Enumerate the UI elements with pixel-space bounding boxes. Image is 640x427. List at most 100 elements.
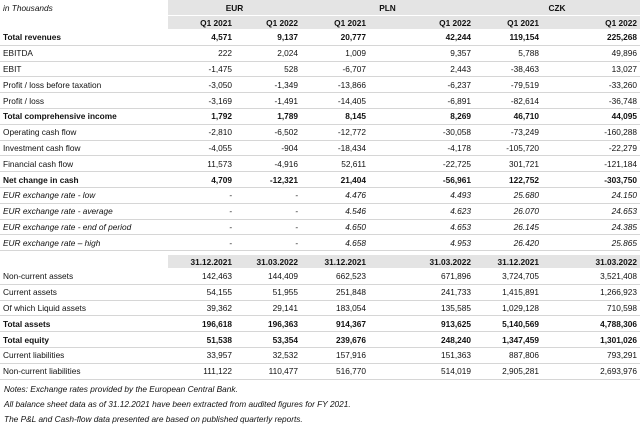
currency-row: in Thousands EUR PLN CZK	[0, 0, 640, 16]
table-row: Operating cash flow -2,810 -6,502 -12,772 -3…	[0, 124, 640, 141]
cell-value: -303,750	[542, 171, 640, 188]
cell-value: -	[235, 187, 301, 204]
cell-value: 24.653	[542, 203, 640, 220]
cell-value: -121,184	[542, 155, 640, 173]
cell-value: -6,707	[301, 61, 369, 78]
cell-value: 248,240	[369, 331, 474, 348]
cell-value: 1,029,128	[474, 300, 542, 317]
cell-value: 135,585	[369, 300, 474, 317]
note-line: The P&L and Cash-flow data presented are…	[4, 414, 303, 424]
cell-value: 662,523	[301, 268, 369, 285]
period-header: 31.03.2022	[235, 255, 301, 269]
period-header: Q1 2022	[369, 15, 475, 30]
cell-value: 33,957	[168, 347, 235, 364]
period-header: 31.12.2021	[168, 255, 235, 269]
cell-value: 222	[168, 45, 235, 62]
cell-value: -73,249	[474, 124, 543, 141]
cell-value: -22,279	[542, 140, 640, 157]
table-row: Net change in cash 4,709 -12,321 21,404 -56,…	[0, 171, 640, 188]
cell-value: 2,693,976	[542, 363, 640, 380]
period-header: Q1 2021	[301, 15, 369, 30]
cell-value: 225,268	[542, 29, 640, 46]
cell-value: 196,618	[168, 315, 235, 333]
row-label: Non-current liabilities	[0, 363, 168, 380]
cell-value: -4,916	[235, 155, 301, 173]
unit-label: in Thousands	[0, 0, 168, 16]
cell-value: -	[168, 219, 235, 236]
cell-value: -82,614	[474, 92, 543, 109]
cell-value: 4.650	[301, 219, 369, 236]
cell-value: 8,269	[369, 107, 475, 125]
table-row: EUR exchange rate – high - -4.658 4.953 26.4…	[0, 234, 640, 252]
cell-value: 4,571	[168, 29, 235, 46]
cell-value: 793,291	[542, 347, 640, 364]
period-header: 31.03.2022	[542, 255, 640, 269]
cell-value: 119,154	[474, 29, 543, 46]
cell-value: -22,725	[369, 155, 475, 173]
cell-value: -14,405	[301, 92, 369, 109]
table-row: Non-current assets 142,463 144,409 662,523 6…	[0, 268, 640, 285]
table-row: EUR exchange rate - low - -4.476 4.493 25.68…	[0, 187, 640, 204]
notes: Notes: Exchange rates provided by the Eu…	[4, 382, 351, 427]
currency-header: CZK	[474, 0, 640, 16]
cell-value: -4,178	[369, 140, 475, 157]
cell-value: 9,357	[369, 45, 475, 62]
cell-value: -36,748	[542, 92, 640, 109]
cell-value: -30,058	[369, 124, 475, 141]
cell-value: 241,733	[369, 284, 474, 301]
cell-value: -1,491	[235, 92, 301, 109]
cell-value: 5,788	[474, 45, 543, 62]
row-label: Total comprehensive income	[0, 107, 168, 125]
table-row: Current assets 54,155 51,955 251,848 241,733…	[0, 284, 640, 301]
cell-value: 251,848	[301, 284, 369, 301]
cell-value: -12,321	[235, 171, 301, 188]
cell-value: 514,019	[369, 363, 474, 380]
table-row: Investment cash flow -4,055 -904 -18,434 -4,…	[0, 140, 640, 157]
cell-value: 4.653	[369, 219, 475, 236]
cell-value: 710,598	[542, 300, 640, 317]
cell-value: 32,532	[235, 347, 301, 364]
cell-value: 111,122	[168, 363, 235, 380]
cell-value: 25.865	[542, 234, 640, 252]
cell-value: 4,788,306	[542, 315, 640, 333]
row-label: Non-current assets	[0, 268, 168, 285]
cell-value: 52,611	[301, 155, 369, 173]
period-row: 31.12.2021 31.03.2022 31.12.2021 31.03.2022…	[0, 255, 640, 269]
cell-value: 49,896	[542, 45, 640, 62]
cell-value: 9,137	[235, 29, 301, 46]
cell-value: 142,463	[168, 268, 235, 285]
cell-value: -	[235, 219, 301, 236]
table-row: Financial cash flow 11,573 -4,916 52,611 -22…	[0, 155, 640, 173]
cell-value: 2,443	[369, 61, 475, 78]
cell-value: 151,363	[369, 347, 474, 364]
cell-value: 3,724,705	[474, 268, 542, 285]
cell-value: 196,363	[235, 315, 301, 333]
row-label: Operating cash flow	[0, 124, 168, 141]
table-row: Current liabilities 33,957 32,532 157,916 15…	[0, 347, 640, 364]
cell-value: 2,905,281	[474, 363, 542, 380]
cell-value: -12,772	[301, 124, 369, 141]
cell-value: 4.953	[369, 234, 475, 252]
cell-value: -	[235, 234, 301, 252]
table-row: EUR exchange rate - average - -4.546 4.623 2…	[0, 203, 640, 220]
cell-value: 1,301,026	[542, 331, 640, 348]
cell-value: 26.420	[474, 234, 543, 252]
row-label: Profit / loss before taxation	[0, 76, 168, 94]
cell-value: 51,955	[235, 284, 301, 301]
currency-header: PLN	[301, 0, 475, 16]
cell-value: -3,169	[168, 92, 235, 109]
table-row: EBITDA 222 2,024 1,009 9,357 5,788 49,896	[0, 45, 640, 62]
cell-value: -105,720	[474, 140, 543, 157]
cell-value: 671,896	[369, 268, 474, 285]
cell-value: -6,502	[235, 124, 301, 141]
note-line: All balance sheet data as of 31.12.2021 …	[4, 399, 351, 409]
row-label: Financial cash flow	[0, 155, 168, 173]
table-row: EBIT -1,475 528 -6,707 2,443 -38,463 13,027	[0, 61, 640, 78]
currency-header: EUR	[168, 0, 301, 16]
cell-value: 46,710	[474, 107, 543, 125]
cell-value: -13,866	[301, 76, 369, 94]
period-row: Q1 2021 Q1 2022 Q1 2021 Q1 2022 Q1 2021 Q1 20…	[0, 15, 640, 30]
cell-value: -38,463	[474, 61, 543, 78]
cell-value: 1,415,891	[474, 284, 542, 301]
